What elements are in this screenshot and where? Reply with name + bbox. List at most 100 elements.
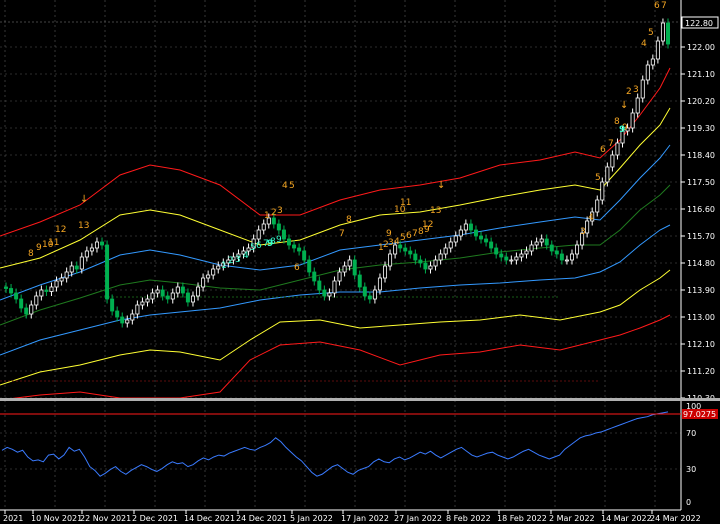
candle-body (473, 229, 478, 237)
candle-body (84, 250, 89, 258)
candle-body (271, 217, 276, 225)
candle-body (595, 199, 600, 213)
candle-body (24, 307, 29, 315)
price-tick-label: 119.30 (687, 124, 715, 133)
count-label: 13 (430, 206, 441, 216)
time-tick-label: 22 Nov 2021 (80, 514, 131, 523)
candle-body (69, 265, 74, 273)
candle-body (110, 298, 115, 312)
candle-body (423, 262, 428, 270)
candle-body (362, 286, 367, 297)
candle-body (393, 244, 398, 255)
count-label: 8 (614, 117, 620, 127)
candle-body (211, 268, 216, 276)
candle-body (292, 244, 297, 249)
count-label: 7 (339, 229, 345, 239)
count-label: 9 (424, 225, 430, 235)
upper-yellow-band (0, 107, 671, 269)
down-arrow-icon: ↓ (437, 180, 445, 191)
candle-body (196, 286, 201, 297)
count-label: 11 (400, 198, 411, 208)
candle-body (403, 247, 408, 252)
candle-body (29, 304, 34, 315)
candle-body (105, 244, 110, 300)
time-tick-label: 10 Nov 2021 (31, 514, 82, 523)
candle-body (261, 223, 266, 231)
candle-body (605, 166, 610, 183)
price-tick-label: 112.10 (687, 340, 715, 349)
count-label: 6 (600, 145, 606, 155)
count-label: 5 (400, 233, 406, 243)
candle-body (549, 244, 554, 252)
count-label: 11 (48, 238, 59, 248)
candle-body (468, 223, 473, 231)
count-label: 8 (270, 237, 276, 247)
candle-body (54, 280, 59, 288)
count-label: 13 (78, 221, 89, 231)
candle-body (554, 250, 559, 255)
indicator-tick-0: 0 (686, 498, 691, 507)
count-label: 3 (388, 238, 394, 248)
candle-body (145, 298, 150, 303)
candle-body (246, 247, 251, 252)
count-label: 6 (406, 231, 412, 241)
count-label: 3 (235, 255, 241, 265)
candle-body (347, 259, 352, 267)
count-label: 4 (588, 213, 594, 223)
candle-body (544, 238, 549, 246)
candle-body (383, 265, 388, 279)
upper-blue-band (0, 144, 671, 301)
count-label: 6 (654, 1, 660, 11)
candle-body (635, 97, 640, 114)
candle-body (519, 253, 524, 258)
candle-body (89, 247, 94, 252)
price-tick-label: 120.20 (687, 97, 715, 106)
candle-body (630, 112, 635, 129)
count-label: 4 (394, 237, 400, 247)
price-tick-label: 121.10 (687, 70, 715, 79)
candle-body (236, 253, 241, 258)
candle-body (615, 142, 620, 156)
count-label: 9 (622, 123, 628, 133)
candle-body (418, 259, 423, 264)
candle-body (180, 286, 185, 294)
candle-body (564, 259, 569, 262)
candle-body (645, 64, 650, 81)
count-label: 6 (294, 263, 300, 273)
candle-body (150, 292, 155, 300)
time-tick-label: 27 Jan 2022 (394, 514, 442, 523)
price-tick-label: 117.50 (687, 178, 715, 187)
candle-body (625, 127, 630, 132)
count-label: 4 (243, 251, 249, 261)
candle-body (504, 256, 509, 261)
candle-body (190, 295, 195, 303)
count-label: 2 (228, 256, 234, 266)
candle-body (327, 292, 332, 297)
count-label: 10 (42, 240, 54, 250)
last-price-label: 122.80 (685, 19, 713, 28)
grid-lines (0, 0, 681, 510)
count-label: 5 (250, 243, 256, 253)
pane-separator (0, 398, 720, 401)
candle-body (398, 244, 403, 249)
candle-body (489, 241, 494, 249)
count-label: 4 (282, 181, 288, 191)
candle-body (433, 259, 438, 267)
price-tick-label: 113.90 (687, 286, 715, 295)
candle-body (120, 316, 125, 324)
time-tick-label: 14 Dec 2021 (184, 514, 235, 523)
candle-body (281, 229, 286, 240)
candles (4, 18, 671, 328)
count-label: 1 (378, 243, 384, 253)
candle-body (221, 262, 226, 267)
candle-body (448, 241, 453, 249)
count-label: 9 (386, 229, 392, 239)
count-label: 1 (221, 261, 227, 271)
candle-body (484, 238, 489, 243)
candle-body (600, 181, 605, 201)
count-label: 9 (36, 243, 42, 253)
candle-body (575, 244, 580, 255)
candle-body (135, 304, 140, 315)
